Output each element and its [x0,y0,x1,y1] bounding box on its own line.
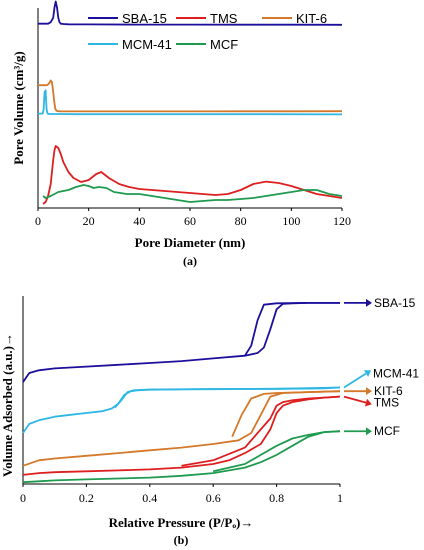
legend-label-mcf: MCF [210,37,238,52]
x-tick-label: 60 [184,214,196,228]
arrow-head-kit-6 [366,387,372,396]
isotherm-desorption-mcf [212,430,341,473]
subfigure-label-a: (a) [183,254,197,268]
y-axis-title: Volume Adsorbed (a.u.)→ [0,333,15,477]
end-label-tms: TMS [374,396,399,410]
x-tick-label: 1 [337,491,343,505]
x-tick-label: 0.8 [269,491,284,505]
x-tick-label: 0 [35,214,41,228]
x-tick-label: 100 [282,214,300,228]
series-line-mcm-41 [38,89,343,116]
x-tick-label: 0.4 [142,491,157,505]
isotherm-adsorption-mcm-41 [22,386,341,434]
x-tick-label: 40 [133,214,145,228]
x-tick-label: 120 [333,214,351,228]
arrow-head-tms [364,398,372,407]
x-tick-label: 20 [83,214,95,228]
series-line-mcf [42,184,343,203]
legend-label-tms: TMS [210,11,238,26]
y-axis-title: Pore Volume (cm³/g) [11,51,26,164]
end-label-sba-15: SBA-15 [374,296,416,310]
isotherm-adsorption-kit-6 [22,390,341,467]
isotherm-adsorption-tms [22,395,341,476]
isotherm-adsorption-mcf [22,430,341,484]
arrow-head-sba-15 [366,298,372,307]
series-line-tms [42,145,343,205]
end-label-mcf: MCF [374,424,400,438]
isotherm-desorption-tms [181,395,341,467]
arrow-head-mcm-41 [363,370,372,377]
isotherm-adsorption-sba-15 [22,301,340,383]
x-axis-title: Relative Pressure (P/Pₒ)→ [109,515,254,530]
x-tick-label: 0.6 [206,491,221,505]
arrow-shaft-tms [343,395,367,404]
arrow-head-mcf [366,427,372,436]
panel-a: 0 20 40 60 80 100 120 Pore Diameter (nm) Pore Vo… [11,0,351,268]
isotherm-desorption-kit-6 [231,390,341,438]
x-axis-title: Pore Diameter (nm) [135,235,246,250]
legend-label-mcm-41: MCM-41 [122,37,172,52]
isotherm-desorption-mcm-41 [114,386,341,409]
legend-label-sba-15: SBA-15 [122,11,167,26]
subfigure-label-b: (b) [174,533,189,547]
legend-label-kit-6: KIT-6 [296,11,327,26]
series-line-sba-15 [38,0,343,26]
isotherm-desorption-sba-15 [244,301,340,357]
end-label-mcm-41: MCM-41 [373,367,419,381]
x-tick-label: 0.2 [79,491,94,505]
arrow-shaft-mcm-41 [343,372,367,389]
series-line-kit-6 [38,79,343,113]
end-label-kit-6: KIT-6 [374,384,403,398]
x-tick-label: 80 [235,214,247,228]
x-tick-label: 0 [20,491,26,505]
